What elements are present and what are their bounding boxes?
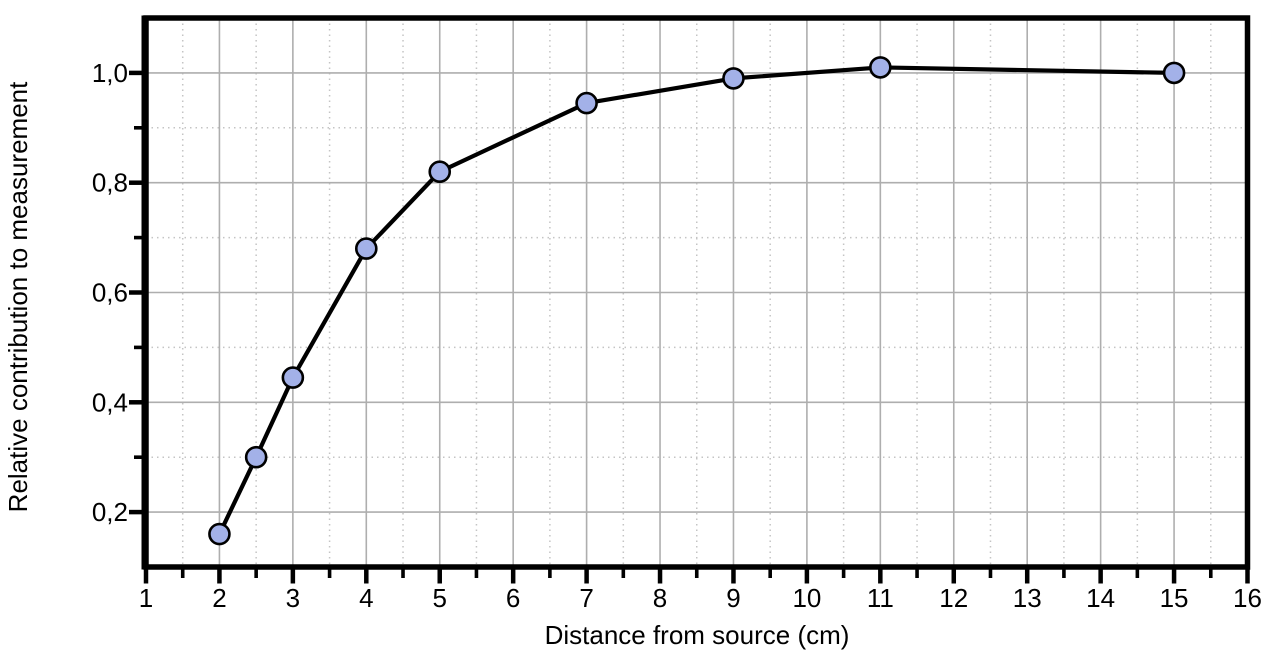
x-tick-label: 11 <box>867 583 894 613</box>
data-point <box>281 366 305 389</box>
x-tick-label: 6 <box>506 583 520 613</box>
y-tick-label: 1,0 <box>92 58 128 88</box>
x-tick-label: 12 <box>939 583 968 613</box>
x-axis-title: Distance from source (cm) <box>545 620 850 650</box>
x-tick-label: 4 <box>359 583 373 613</box>
y-axis-title: Relative contribution to measurement <box>3 81 33 512</box>
x-tick-label: 10 <box>792 583 821 613</box>
y-tick-label: 0,8 <box>92 168 128 198</box>
x-tick-label: 1 <box>139 583 153 613</box>
data-point <box>244 445 268 469</box>
data-point <box>354 237 378 260</box>
data-point <box>208 522 231 546</box>
y-tick-label: 0,6 <box>92 278 128 308</box>
x-tick-label: 9 <box>726 583 740 613</box>
x-tick-label: 13 <box>1013 583 1042 613</box>
data-point <box>722 67 745 90</box>
y-tick-label: 0,4 <box>92 387 128 417</box>
data-point <box>869 56 892 79</box>
data-point <box>1162 61 1186 85</box>
x-tick-label: 5 <box>432 583 446 613</box>
x-tick-label: 15 <box>1160 583 1189 613</box>
data-point <box>428 160 452 184</box>
data-point <box>575 91 598 115</box>
x-tick-label: 7 <box>579 583 593 613</box>
x-tick-label: 14 <box>1086 583 1115 613</box>
plot-area: 1 2 3 4 5 6 7 8 9 10 11 12 13 14 15 160,20,40,60,81,0 <box>92 15 1262 613</box>
x-tick-label: 16 <box>1233 583 1262 613</box>
x-tick-label: 2 <box>212 583 226 613</box>
x-tick-label: 8 <box>653 583 667 613</box>
x-tick-label: 3 <box>286 583 300 613</box>
y-tick-label: 0,2 <box>92 497 128 527</box>
